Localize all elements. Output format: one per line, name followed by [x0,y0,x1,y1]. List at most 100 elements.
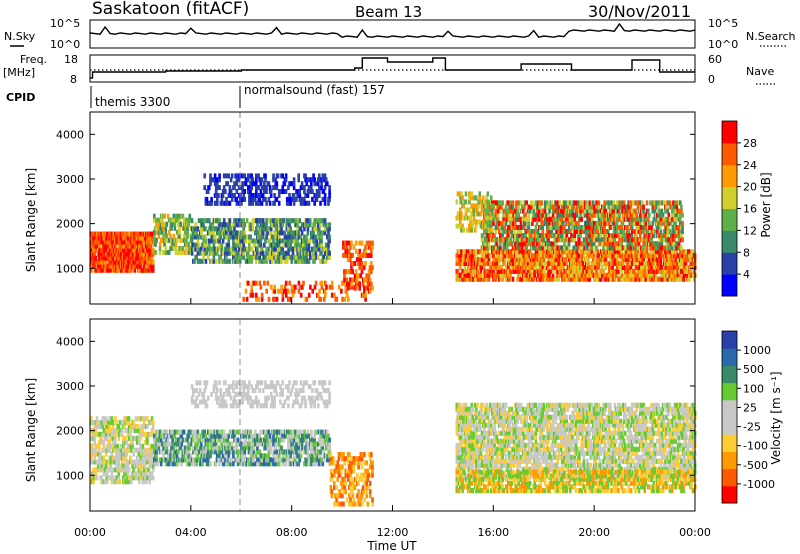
range-gate-cell [320,284,324,290]
range-gate-cell [615,200,619,206]
range-gate-cell [557,272,561,278]
range-gate-cell [242,181,245,187]
range-gate-cell [593,241,596,247]
range-gate-cell [115,475,118,481]
range-gate-cell [505,212,509,218]
range-gate-cell [507,200,510,206]
range-gate-cell [346,285,350,291]
range-gate-cell [560,216,564,222]
range-gate-cell [604,253,608,259]
range-gate-cell [640,225,643,230]
range-gate-cell [547,268,550,274]
range-gate-cell [486,191,490,197]
range-gate-cell [470,195,473,201]
range-gate-cell [120,431,124,437]
range-gate-cell [264,173,267,179]
range-gate-cell [268,185,272,191]
range-gate-cell [323,193,327,198]
range-gate-cell [208,238,211,244]
range-gate-cell [485,257,488,263]
range-gate-cell [275,258,279,264]
range-gate-cell [669,220,673,226]
range-gate-cell [129,431,132,437]
range-gate-cell [218,238,221,244]
range-gate-cell [520,257,524,263]
range-gate-cell [605,233,609,239]
range-gate-cell [472,249,476,255]
range-gate-cell [283,258,287,264]
range-gate-cell [659,257,663,263]
range-gate-cell [255,189,258,194]
range-gate-cell [232,238,235,244]
range-gate-cell [219,234,223,240]
range-gate-cell [587,225,590,230]
range-gate-cell [673,204,676,210]
range-gate-cell [357,252,360,258]
range-gate-cell [195,230,198,236]
range-gate-cell [179,221,182,227]
range-gate-cell [320,250,323,256]
range-gate-cell [510,229,514,234]
freq-tick-bottom: 8 [70,73,77,86]
range-gate-cell [292,200,296,206]
range-gate-cell [139,263,142,269]
range-gate-cell [318,173,321,179]
range-gate-cell [225,230,228,236]
range-gate-cell [99,455,102,461]
range-gate-cell [122,475,125,481]
range-gate-cell [314,234,318,240]
range-gate-cell [298,189,302,194]
range-gate-cell [209,181,212,187]
range-gate-cell [193,258,196,264]
range-gate-cell [326,226,329,232]
range-gate-cell [487,272,491,278]
range-gate-cell [565,261,569,266]
range-gate-cell [626,212,629,218]
range-gate-cell [174,241,178,247]
range-gate-cell [200,226,203,232]
range-gate-cell [313,177,316,183]
range-gate-cell [661,272,665,278]
range-gate-cell [629,204,633,210]
range-gate-cell [486,249,490,255]
range-gate-cell [235,196,239,202]
range-gate-cell [307,177,311,183]
range-gate-cell [197,242,201,248]
range-gate-cell [626,225,629,230]
range-gate-cell [368,277,372,283]
range-gate-cell [508,276,511,282]
range-gate-cell [499,208,502,214]
range-gate-cell [603,200,606,206]
range-gate-cell [330,292,334,298]
range-gate-cell [285,222,289,228]
range-gate-cell [645,257,649,263]
range-gate-cell [242,218,245,224]
range-gate-cell [209,246,212,252]
range-gate-cell [549,204,553,210]
range-gate-cell [306,230,310,236]
range-gate-cell [548,220,551,226]
range-gate-cell [504,204,508,210]
range-gate-cell [684,253,688,259]
range-gate-cell [527,241,531,247]
range-gate-cell [271,222,274,228]
range-gate-cell [642,208,645,214]
range-gate-cell [228,230,232,236]
range-gate-cell [92,479,95,485]
range-gate-cell [297,173,300,179]
range-gate-cell [173,221,177,227]
power-colorbar-swatch [722,164,737,188]
range-gate-cell [249,200,252,206]
power-colorbar-swatch [722,142,737,166]
range-gate-cell [314,226,318,232]
range-gate-cell [651,220,655,226]
range-gate-cell [569,212,572,218]
range-gate-cell [595,233,598,239]
range-gate-cell [500,204,503,210]
range-gate-cell [287,288,290,294]
range-gate-cell [135,439,139,445]
n-search-tick-top: 10^5 [708,17,738,30]
range-gate-cell [227,242,231,248]
range-gate-cell [106,435,109,441]
